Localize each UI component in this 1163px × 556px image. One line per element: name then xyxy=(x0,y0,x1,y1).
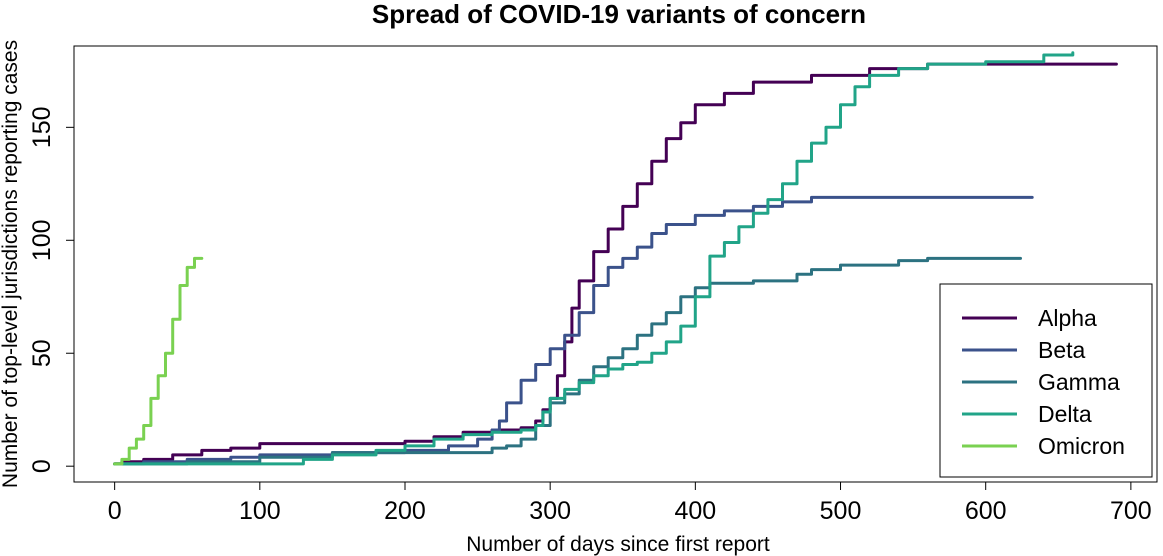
y-tick-label: 50 xyxy=(28,339,56,367)
x-axis-label: Number of days since first report xyxy=(466,533,770,556)
x-tick-label: 0 xyxy=(108,497,122,525)
x-tick-label: 100 xyxy=(239,497,281,525)
series-line-omicron xyxy=(113,256,204,466)
y-axis-label: Number of top-level jurisdictions report… xyxy=(0,40,22,488)
y-axis: 0 50 100 150 xyxy=(28,106,75,473)
legend-label-delta: Delta xyxy=(1038,401,1092,427)
series-layer xyxy=(113,51,1118,466)
x-tick-label: 600 xyxy=(965,497,1007,525)
x-tick-label: 400 xyxy=(674,497,716,525)
series-line-alpha xyxy=(113,62,1118,466)
series-line-delta xyxy=(113,51,1075,466)
legend-label-omicron: Omicron xyxy=(1038,433,1125,459)
x-tick-label: 300 xyxy=(529,497,571,525)
legend-label-gamma: Gamma xyxy=(1038,369,1120,395)
chart-title: Spread of COVID-19 variants of concern xyxy=(372,0,866,29)
x-tick-label: 500 xyxy=(820,497,862,525)
y-tick-label: 0 xyxy=(28,459,56,473)
series-line-gamma xyxy=(113,256,1022,466)
y-tick-label: 100 xyxy=(28,219,56,261)
legend-label-alpha: Alpha xyxy=(1038,305,1097,331)
x-tick-label: 200 xyxy=(384,497,426,525)
legend: Alpha Beta Gamma Delta Omicron xyxy=(939,283,1153,478)
x-tick-label: 700 xyxy=(1110,497,1152,525)
y-tick-label: 150 xyxy=(28,106,56,148)
legend-label-beta: Beta xyxy=(1038,337,1086,363)
x-axis: 0 100 200 300 400 500 600 700 xyxy=(108,481,1152,525)
